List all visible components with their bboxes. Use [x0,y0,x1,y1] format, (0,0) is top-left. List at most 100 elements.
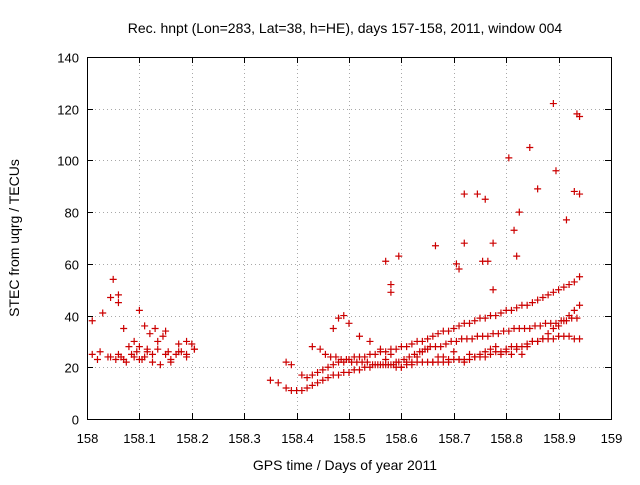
data-point [539,335,547,343]
data-point [502,348,510,356]
x-tick-label: 159 [601,431,623,446]
data-point [455,265,463,273]
data-point [570,187,578,195]
data-point [510,226,518,234]
data-point [549,100,557,108]
data-point [366,337,374,345]
data-point [565,332,573,340]
x-tick-label: 158.3 [228,431,261,446]
data-point [484,257,492,265]
data-point [143,348,151,356]
data-point [481,195,489,203]
data-point [99,309,107,317]
y-tick-label: 140 [57,51,79,66]
data-point [515,208,523,216]
data-point [287,361,295,369]
data-point [345,319,353,327]
data-point [552,167,560,175]
y-tick-label: 20 [65,361,79,376]
data-point [534,337,542,345]
data-point [345,368,353,376]
data-point [130,353,138,361]
data-point [494,330,502,338]
data-point [114,350,122,358]
data-point [549,325,557,332]
data-point [387,281,395,289]
data-point [576,112,584,120]
data-point [397,363,405,371]
data-point [324,363,332,371]
data-point [162,350,170,358]
data-point [497,350,505,358]
data-point [319,376,327,384]
y-tick-label: 120 [57,103,79,118]
chart-title: Rec. hnpt (Lon=283, Lat=38, h=HE), days … [128,20,563,36]
data-point [455,322,463,330]
data-point [298,371,306,379]
x-tick-label: 158.7 [438,431,471,446]
data-point [576,301,584,309]
data-point [486,345,494,353]
data-point [274,379,282,387]
data-point [534,185,542,193]
data-point [175,340,183,348]
data-point [536,322,544,330]
data-point [418,348,426,356]
data-point [573,314,581,322]
data-point [505,154,513,162]
data-point [526,144,534,151]
data-point [466,350,474,358]
data-point [497,309,505,317]
data-point [523,301,531,309]
data-point [120,356,128,364]
data-point [371,350,379,358]
data-point [405,353,413,361]
data-point [395,252,403,260]
data-point [114,291,122,299]
data-point [429,358,437,366]
data-point [489,286,497,294]
data-point [154,345,162,353]
x-tick-label: 158.9 [543,431,576,446]
data-point [455,356,463,364]
data-point [523,343,531,351]
data-point [162,327,170,335]
data-point [361,353,369,361]
data-point [266,376,274,384]
data-point [424,345,432,353]
data-point [392,358,400,366]
x-tick-label: 158 [77,431,99,446]
data-point [321,350,329,358]
y-tick-label: 40 [65,310,79,325]
data-point [156,361,164,369]
x-tick-label: 158.8 [490,431,523,446]
data-point [450,348,458,356]
tick-labels: 158 158.1 158.2 158.3 158.4 158.5 158.6 158.7 15… [57,51,622,447]
data-point [335,371,343,379]
data-point [376,345,384,353]
data-point [439,353,447,361]
data-point [355,332,363,340]
data-point [363,358,371,366]
data-point [408,340,416,348]
data-point [507,306,515,314]
data-point [303,384,311,392]
data-point [534,296,542,304]
data-point [452,337,460,345]
x-tick-label: 158.4 [281,431,314,446]
data-point [149,358,156,366]
data-point [562,216,570,224]
data-point [549,335,557,343]
data-point [382,348,390,356]
data-point [484,332,492,340]
data-point [565,312,573,320]
data-point [329,325,337,332]
data-point [183,350,191,358]
data-point [442,340,450,348]
data-point [308,371,316,379]
data-point [314,368,322,376]
data-point [513,345,521,353]
data-point [437,343,445,351]
data-point [492,312,500,320]
